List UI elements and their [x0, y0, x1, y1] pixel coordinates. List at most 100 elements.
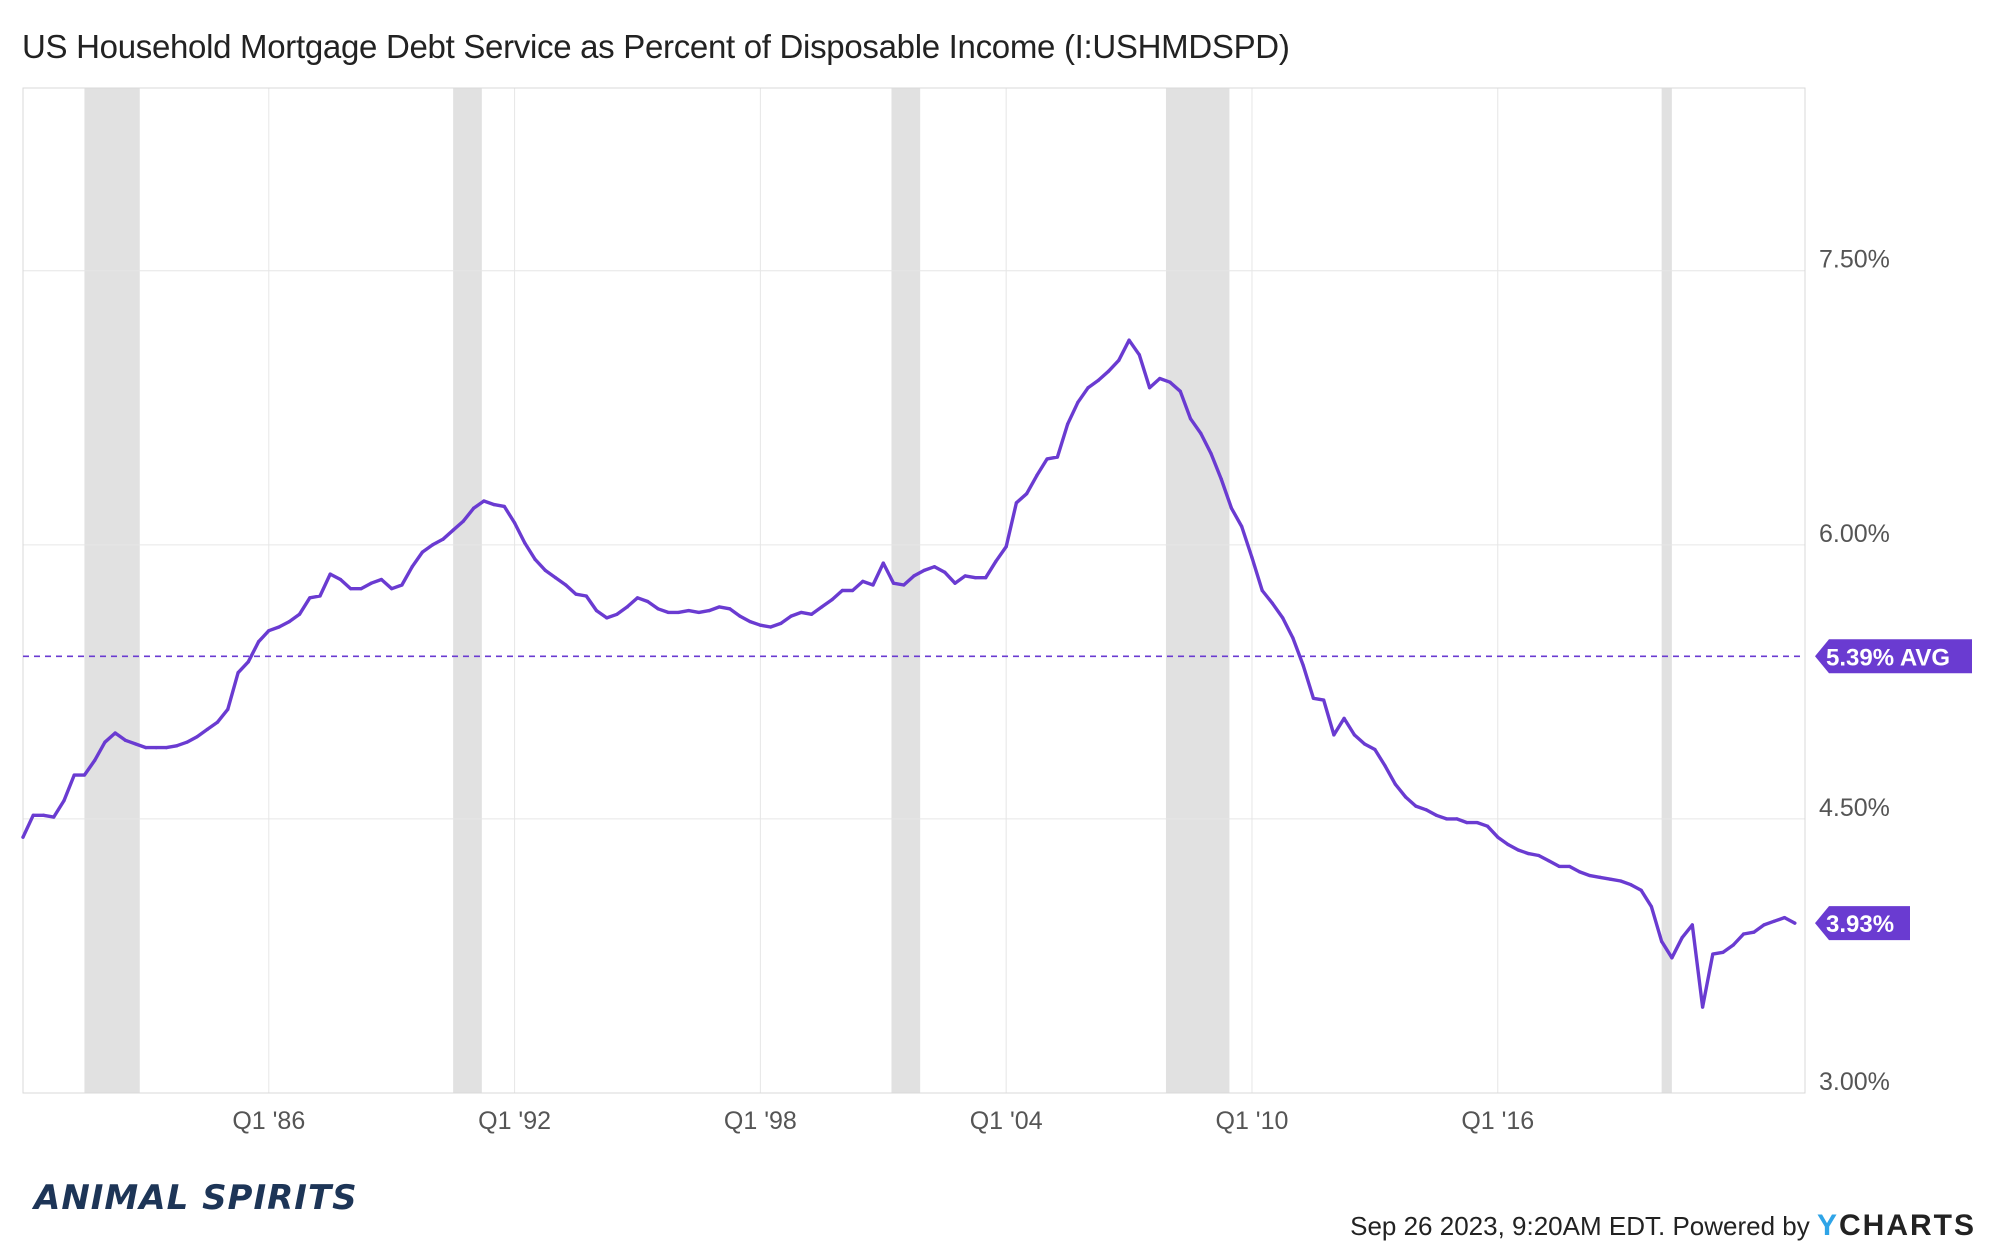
data-point [1455, 817, 1459, 821]
data-point [574, 592, 578, 596]
data-point [963, 574, 967, 578]
data-point [277, 625, 281, 629]
data-point [82, 773, 87, 777]
data-point [226, 707, 230, 711]
recession-band [1661, 88, 1672, 1093]
series [21, 338, 1797, 1009]
data-point [758, 623, 762, 627]
data-point [62, 799, 66, 803]
data-point [1045, 457, 1049, 461]
x-tick-label: Q1 '92 [478, 1107, 551, 1135]
data-point [1055, 455, 1059, 459]
y-tick-label: 6.00% [1819, 520, 1890, 548]
data-point [1547, 859, 1551, 863]
data-point [779, 621, 783, 625]
average-line-group: 5.39% AVG [23, 639, 1972, 674]
data-point [236, 671, 240, 675]
data-point [1414, 804, 1418, 808]
data-point [1240, 524, 1244, 529]
data-point [615, 612, 619, 616]
y-tick-label: 7.50% [1819, 246, 1890, 274]
data-point [246, 660, 250, 664]
data-point [1465, 820, 1469, 825]
data-point [1434, 813, 1438, 817]
data-point [1332, 733, 1336, 737]
data-point [1281, 616, 1285, 620]
data-point [21, 835, 25, 839]
data-point [1004, 545, 1008, 549]
data-point [707, 609, 711, 613]
data-point [1086, 386, 1090, 390]
data-point [1188, 417, 1193, 421]
data-point [871, 583, 875, 587]
data-point [1608, 877, 1613, 881]
powered-by: Powered by [1672, 1211, 1810, 1241]
data-point [215, 720, 220, 724]
data-point [1567, 864, 1572, 869]
data-point [175, 744, 179, 748]
last-value-group: 3.93% [1815, 906, 1910, 941]
data-point [31, 813, 35, 817]
data-point [451, 528, 455, 532]
data-point [431, 543, 435, 547]
data-point [687, 609, 691, 613]
average-badge [1815, 639, 1972, 674]
ycharts-y: Y [1816, 1209, 1839, 1242]
data-point [1352, 733, 1356, 737]
data-point [195, 735, 199, 739]
data-point [338, 577, 343, 582]
timestamp: Sep 26 2023, 9:20AM EDT. [1350, 1211, 1666, 1241]
data-point [676, 610, 681, 615]
average-label: 5.39% AVG [1826, 644, 1950, 671]
data-point [1250, 556, 1254, 560]
data-point [1363, 742, 1367, 746]
data-point [820, 605, 824, 609]
data-point [144, 746, 148, 750]
x-tick-label: Q1 '10 [1216, 1107, 1289, 1135]
data-point [902, 583, 906, 587]
data-point [850, 588, 855, 593]
data-point [1670, 956, 1674, 960]
data-point [1762, 923, 1766, 927]
data-point [1199, 431, 1203, 435]
data-point [349, 587, 353, 591]
data-point [420, 550, 425, 554]
data-point [1311, 696, 1316, 700]
data-point [390, 587, 394, 591]
recession-band [84, 88, 140, 1093]
data-point [943, 570, 947, 574]
data-point [1537, 853, 1541, 858]
footer-stamp: Sep 26 2023, 9:20AM EDT. Powered by YCHA… [1350, 1209, 1976, 1243]
data-point [113, 731, 117, 735]
y-tick-label: 3.00% [1819, 1068, 1890, 1096]
data-point [1711, 952, 1715, 956]
data-point [512, 521, 517, 525]
data-point [1619, 879, 1623, 883]
data-point [256, 640, 261, 644]
data-point [72, 773, 76, 777]
data-point [1649, 905, 1653, 909]
data-point [1229, 506, 1234, 510]
ycharts-text: CHARTS [1839, 1209, 1976, 1242]
data-point [1373, 747, 1377, 752]
data-point [1772, 919, 1776, 923]
data-point [717, 605, 722, 609]
data-point [1106, 369, 1111, 373]
data-point [1035, 473, 1039, 477]
data-point [1578, 870, 1582, 874]
data-point [1639, 888, 1643, 892]
data-point [594, 609, 599, 613]
data-point [1209, 451, 1213, 456]
data-point [789, 614, 793, 618]
data-point [932, 565, 937, 569]
data-point [441, 537, 445, 541]
data-point [1598, 875, 1602, 879]
data-point [1322, 698, 1326, 702]
data-point [799, 610, 803, 615]
y-tick-label: 4.50% [1819, 794, 1890, 822]
data-point [287, 619, 291, 624]
data-point [1076, 400, 1080, 404]
data-point [728, 607, 732, 611]
y-ticks: 3.00% 4.50% 6.00% 7.50% [1819, 246, 1890, 1096]
